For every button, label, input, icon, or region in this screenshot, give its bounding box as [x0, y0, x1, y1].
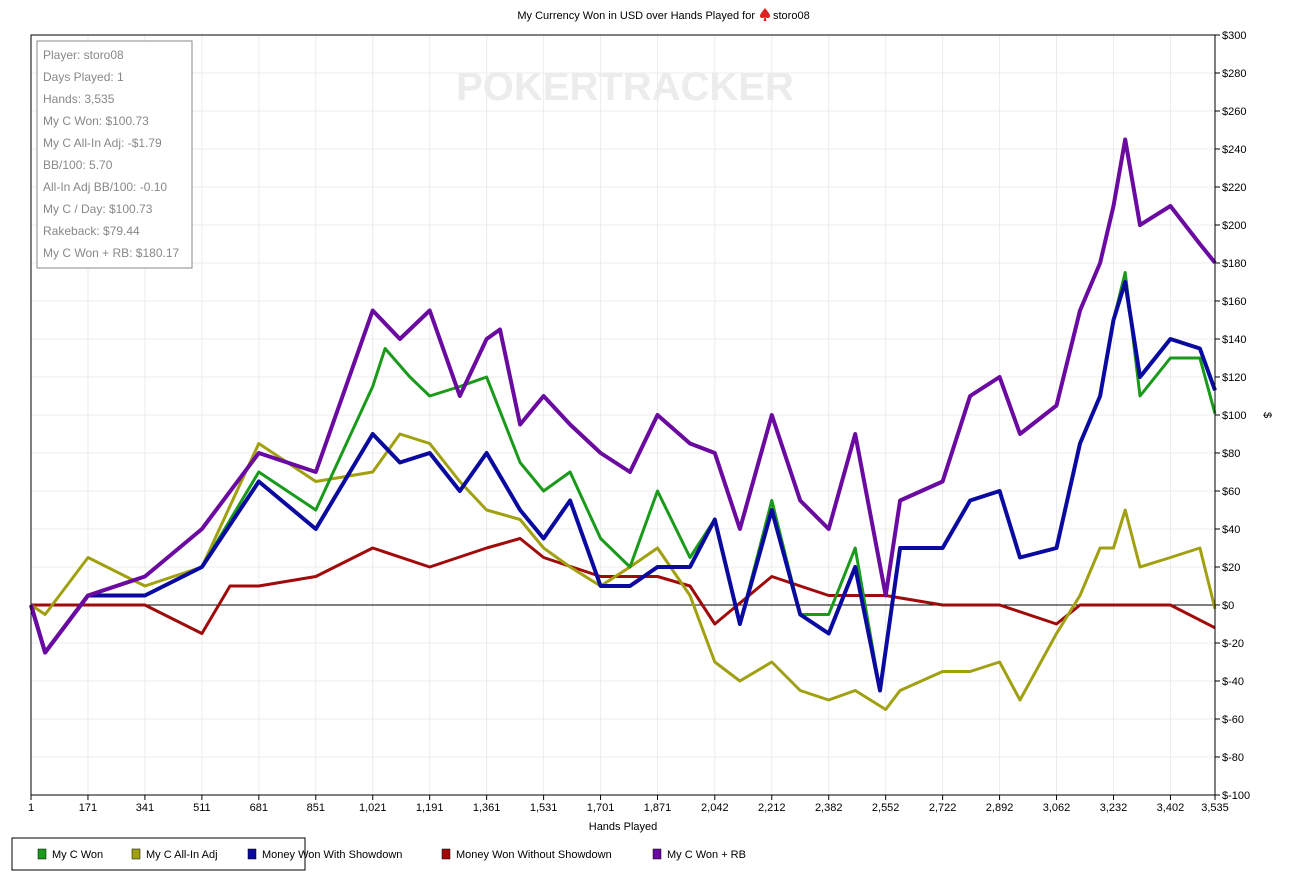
- y-tick-label: $-20: [1222, 638, 1244, 650]
- y-tick-label: $-60: [1222, 714, 1244, 726]
- x-tick-label: 2,042: [701, 802, 729, 814]
- stat-line: My C / Day: $100.73: [43, 202, 153, 216]
- y-tick-label: $160: [1222, 296, 1246, 308]
- legend-swatch: [652, 848, 662, 860]
- stats-box: Player: storo08 Days Played: 1 Hands: 3,53…: [36, 40, 193, 269]
- legend-label: My C Won + RB: [667, 849, 746, 861]
- x-tick-label: 3,402: [1157, 802, 1185, 814]
- legend-label: My C Won: [52, 849, 103, 861]
- watermark: POKERTRACKER: [456, 65, 794, 109]
- legend-swatch: [37, 848, 47, 860]
- stat-line: Hands: 3,535: [43, 92, 115, 106]
- y-tick-label: $-80: [1222, 752, 1244, 764]
- y-tick-label: $120: [1222, 372, 1246, 384]
- x-tick-label: 2,212: [758, 802, 786, 814]
- series-line-my-c-won: [29, 271, 1217, 692]
- grid: [30, 34, 1216, 796]
- legend-label: Money Won With Showdown: [262, 849, 402, 861]
- legend-swatch: [247, 848, 257, 860]
- x-tick-label: 1,531: [530, 802, 558, 814]
- series-line-money-won-with-showdown: [29, 280, 1217, 693]
- stat-line: Player: storo08: [43, 48, 124, 62]
- y-tick-label: $40: [1222, 524, 1240, 536]
- x-tick-label: 511: [193, 802, 211, 814]
- x-tick-label: 2,382: [815, 802, 843, 814]
- y-tick-label: $300: [1222, 30, 1246, 42]
- y-axis: $300 $280 $260 $240 $220 $200 $180 $160 $140 $120…: [1215, 30, 1250, 802]
- y-axis-label: $: [1261, 412, 1273, 418]
- x-tick-label: 1,701: [587, 802, 615, 814]
- x-tick-label: 2,722: [929, 802, 957, 814]
- stat-line: My C Won: $100.73: [43, 114, 149, 128]
- x-tick-label: 1,191: [416, 802, 444, 814]
- y-tick-label: $180: [1222, 258, 1246, 270]
- x-tick-label: 681: [250, 802, 268, 814]
- x-tick-label: 2,892: [986, 802, 1014, 814]
- series-line-money-won-without-showdown: [31, 537, 1216, 635]
- x-tick-label: 1,871: [644, 802, 672, 814]
- stat-line: Rakeback: $79.44: [43, 224, 140, 238]
- y-tick-label: $260: [1222, 106, 1246, 118]
- y-tick-label: $140: [1222, 334, 1246, 346]
- x-tick-label: 171: [79, 802, 97, 814]
- x-tick-label: 3,535: [1201, 802, 1229, 814]
- legend-label: My C All-In Adj: [146, 849, 218, 861]
- x-tick-label: 851: [307, 802, 325, 814]
- legend: My C Won My C All-In Adj Money Won With Sh…: [11, 837, 746, 871]
- x-tick-label: 1,021: [359, 802, 387, 814]
- y-tick-label: $0: [1222, 600, 1234, 612]
- y-tick-label: $80: [1222, 448, 1240, 460]
- x-tick-label: 1,361: [473, 802, 501, 814]
- x-tick-label: 3,232: [1100, 802, 1128, 814]
- spade-icon: [760, 8, 770, 21]
- stat-line: My C Won + RB: $180.17: [43, 246, 180, 260]
- legend-swatch: [131, 848, 141, 860]
- y-tick-label: $100: [1222, 410, 1246, 422]
- y-tick-label: $20: [1222, 562, 1240, 574]
- y-tick-label: $-40: [1222, 676, 1244, 688]
- x-tick-label: 1: [28, 802, 34, 814]
- y-tick-label: $60: [1222, 486, 1240, 498]
- y-tick-label: $220: [1222, 182, 1246, 194]
- series-group: [29, 137, 1217, 711]
- legend-label: Money Won Without Showdown: [456, 849, 612, 861]
- series-line-my-c-all-in-adj: [30, 432, 1217, 711]
- series-line-my-c-won-rb: [29, 137, 1217, 655]
- x-axis-label: Hands Played: [589, 821, 658, 833]
- x-tick-label: 3,062: [1043, 802, 1071, 814]
- y-tick-label: $-100: [1222, 790, 1250, 802]
- x-tick-label: 341: [136, 802, 154, 814]
- x-axis: 1 171 341 511 681 851 1,021 1,191 1,361 1,531 1,70…: [28, 795, 1229, 814]
- chart-title: My Currency Won in USD over Hands Played…: [517, 10, 755, 22]
- y-tick-label: $200: [1222, 220, 1246, 232]
- y-tick-label: $280: [1222, 68, 1246, 80]
- legend-swatch: [441, 848, 451, 860]
- stat-line: My C All-In Adj: -$1.79: [43, 136, 162, 150]
- chart-title-player: storo08: [773, 10, 810, 22]
- y-tick-label: $240: [1222, 144, 1246, 156]
- stat-line: All-In Adj BB/100: -0.10: [43, 180, 167, 194]
- x-tick-label: 2,552: [872, 802, 900, 814]
- stat-line: BB/100: 5.70: [43, 158, 113, 172]
- stat-line: Days Played: 1: [43, 70, 124, 84]
